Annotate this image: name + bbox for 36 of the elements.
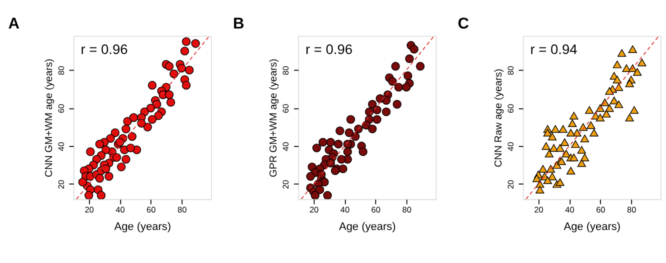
- x-axis-title: Age (years): [564, 220, 621, 233]
- y-tick-label: 40: [56, 141, 66, 152]
- chart-title: A: [8, 16, 20, 33]
- x-axis-title: Age (years): [338, 220, 396, 233]
- x-tick-label: 40: [116, 205, 126, 214]
- x-tick-label: 40: [340, 205, 350, 214]
- x-tick-label: 60: [146, 205, 156, 214]
- y-axis-title: GPR GM+WM age (years): [268, 58, 280, 178]
- y-tick-label: 60: [56, 104, 66, 114]
- y-tick-label: 20: [56, 179, 66, 190]
- x-tick-label: 60: [371, 205, 381, 214]
- x-tick-label: 20: [534, 205, 544, 214]
- annotation: r = 0.96: [80, 42, 128, 58]
- x-tick-label: 20: [84, 205, 94, 214]
- y-tick-label: 40: [506, 141, 516, 152]
- y-axis-title: CNN Raw age (years): [493, 68, 504, 168]
- annotation: r = 0.96: [305, 42, 353, 58]
- x-tick-label: 60: [596, 205, 606, 214]
- y-tick-label: 60: [282, 104, 291, 114]
- x-tick-label: 20: [309, 205, 320, 214]
- y-tick-label: 80: [282, 66, 291, 76]
- x-tick-label: 40: [565, 205, 575, 214]
- annotation: r = 0.94: [530, 42, 578, 58]
- y-axis-title: CNN GM+WM age (years): [44, 58, 55, 178]
- chart-title: B: [233, 16, 244, 33]
- x-tick-label: 80: [177, 205, 188, 214]
- x-axis-title: Age (years): [114, 220, 172, 233]
- chart-title: C: [458, 16, 470, 33]
- y-tick-label: 80: [56, 66, 66, 76]
- y-tick-label: 40: [282, 141, 291, 152]
- y-tick-label: 60: [506, 104, 516, 114]
- y-tick-label: 80: [506, 66, 516, 76]
- y-tick-label: 20: [506, 179, 516, 190]
- x-tick-label: 80: [626, 205, 637, 214]
- x-tick-label: 80: [402, 205, 412, 214]
- y-tick-label: 20: [282, 179, 291, 190]
